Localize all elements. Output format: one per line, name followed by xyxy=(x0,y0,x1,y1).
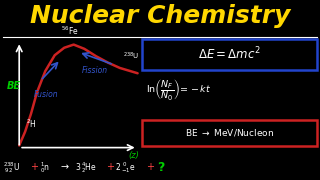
Text: BE: BE xyxy=(6,81,20,91)
Text: ?: ? xyxy=(157,161,164,174)
FancyBboxPatch shape xyxy=(142,39,317,70)
Text: $2\,^{\ 0}_{-1}$e: $2\,^{\ 0}_{-1}$e xyxy=(115,160,136,175)
Text: BE $\rightarrow$ MeV/Nucleon: BE $\rightarrow$ MeV/Nucleon xyxy=(185,127,274,138)
Text: $3\,^{4}_{2}$He: $3\,^{4}_{2}$He xyxy=(75,160,97,175)
Text: $\Delta E = \Delta mc^2$: $\Delta E = \Delta mc^2$ xyxy=(198,46,261,63)
Text: $^{1}_{0}$n: $^{1}_{0}$n xyxy=(40,160,50,175)
Text: $^{56}$Fe: $^{56}$Fe xyxy=(61,25,79,37)
Text: $\ln\!\left(\dfrac{N_F}{N_0}\right)\!=\!-kt$: $\ln\!\left(\dfrac{N_F}{N_0}\right)\!=\!… xyxy=(146,78,211,102)
Text: $\rightarrow$: $\rightarrow$ xyxy=(59,161,71,172)
Text: (z): (z) xyxy=(128,151,139,160)
Text: Fusion: Fusion xyxy=(33,90,58,99)
Text: $^{238}$U: $^{238}$U xyxy=(124,51,140,62)
FancyBboxPatch shape xyxy=(142,120,317,146)
Text: +: + xyxy=(146,162,154,172)
Text: $^{2}$H: $^{2}$H xyxy=(26,118,37,130)
Text: +: + xyxy=(106,162,114,172)
Text: Nuclear Chemistry: Nuclear Chemistry xyxy=(30,4,290,28)
Text: Fission: Fission xyxy=(82,66,108,75)
Text: $^{238}_{\ 92}$U: $^{238}_{\ 92}$U xyxy=(3,160,20,175)
Text: +: + xyxy=(30,162,38,172)
